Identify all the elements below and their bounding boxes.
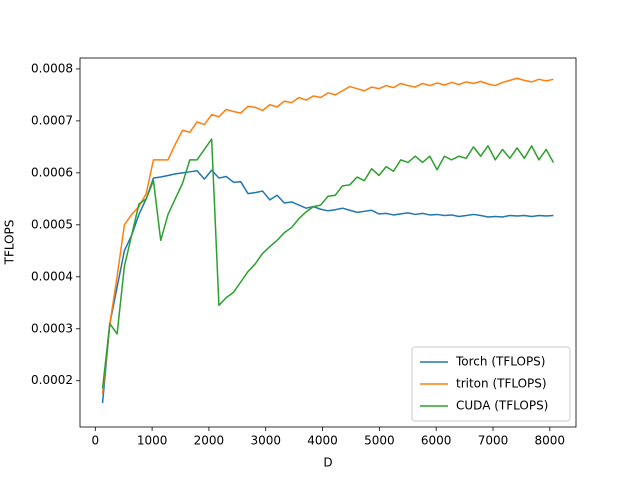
x-tick-label: 3000 xyxy=(250,434,281,448)
legend-label: Torch (TFLOPS) xyxy=(455,355,545,369)
y-tick-label: 0.0004 xyxy=(31,269,73,283)
x-tick-label: 0 xyxy=(91,434,99,448)
y-tick-label: 0.0005 xyxy=(31,217,73,231)
y-axis-label: TFLOPS xyxy=(3,220,17,266)
x-tick-label: 5000 xyxy=(364,434,395,448)
x-tick-label: 4000 xyxy=(307,434,338,448)
plot-frame xyxy=(79,57,577,428)
y-tick-label: 0.0006 xyxy=(31,165,73,179)
legend-box xyxy=(411,346,571,422)
legend-label: triton (TFLOPS) xyxy=(456,377,547,391)
y-tick-label: 0.0003 xyxy=(31,321,73,335)
x-tick-label: 2000 xyxy=(194,434,225,448)
x-tick-label: 7000 xyxy=(478,434,509,448)
y-tick-label: 0.0002 xyxy=(31,373,73,387)
series-line xyxy=(101,138,555,389)
x-tick-label: 8000 xyxy=(535,434,566,448)
series-line xyxy=(101,77,554,394)
y-tick-label: 0.0008 xyxy=(31,61,73,75)
x-tick-label: 6000 xyxy=(421,434,452,448)
x-tick-label: 1000 xyxy=(137,434,168,448)
y-tick-label: 0.0007 xyxy=(31,113,73,127)
x-axis-label: D xyxy=(323,456,332,470)
series-line xyxy=(101,169,554,404)
legend-label: CUDA (TFLOPS) xyxy=(456,399,548,413)
